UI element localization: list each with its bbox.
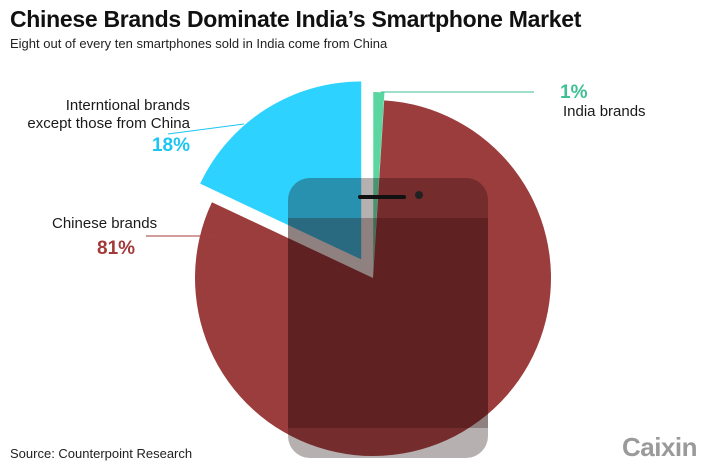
pie-slice-international (200, 81, 362, 260)
slice-label-international: Interntional brands (66, 97, 190, 114)
chart-title: Chinese Brands Dominate India’s Smartpho… (10, 6, 582, 32)
slice-value-international: 18% (152, 135, 190, 156)
slice-label-international: except those from China (27, 115, 190, 132)
pie-slice-chinese (194, 100, 551, 456)
pie-slice-india (373, 92, 385, 271)
chart-subtitle: Eight out of every ten smartphones sold … (10, 36, 388, 51)
slice-value-chinese: 81% (97, 238, 135, 259)
slice-label-india: India brands (563, 103, 646, 120)
smartphone-icon (288, 178, 488, 458)
caixin-logo: Caixin (622, 432, 698, 462)
source-note: Source: Counterpoint Research (10, 446, 193, 461)
slice-label-chinese: Chinese brands (52, 215, 157, 232)
slice-value-india: 1% (560, 82, 588, 103)
leader-line-international (167, 123, 245, 135)
